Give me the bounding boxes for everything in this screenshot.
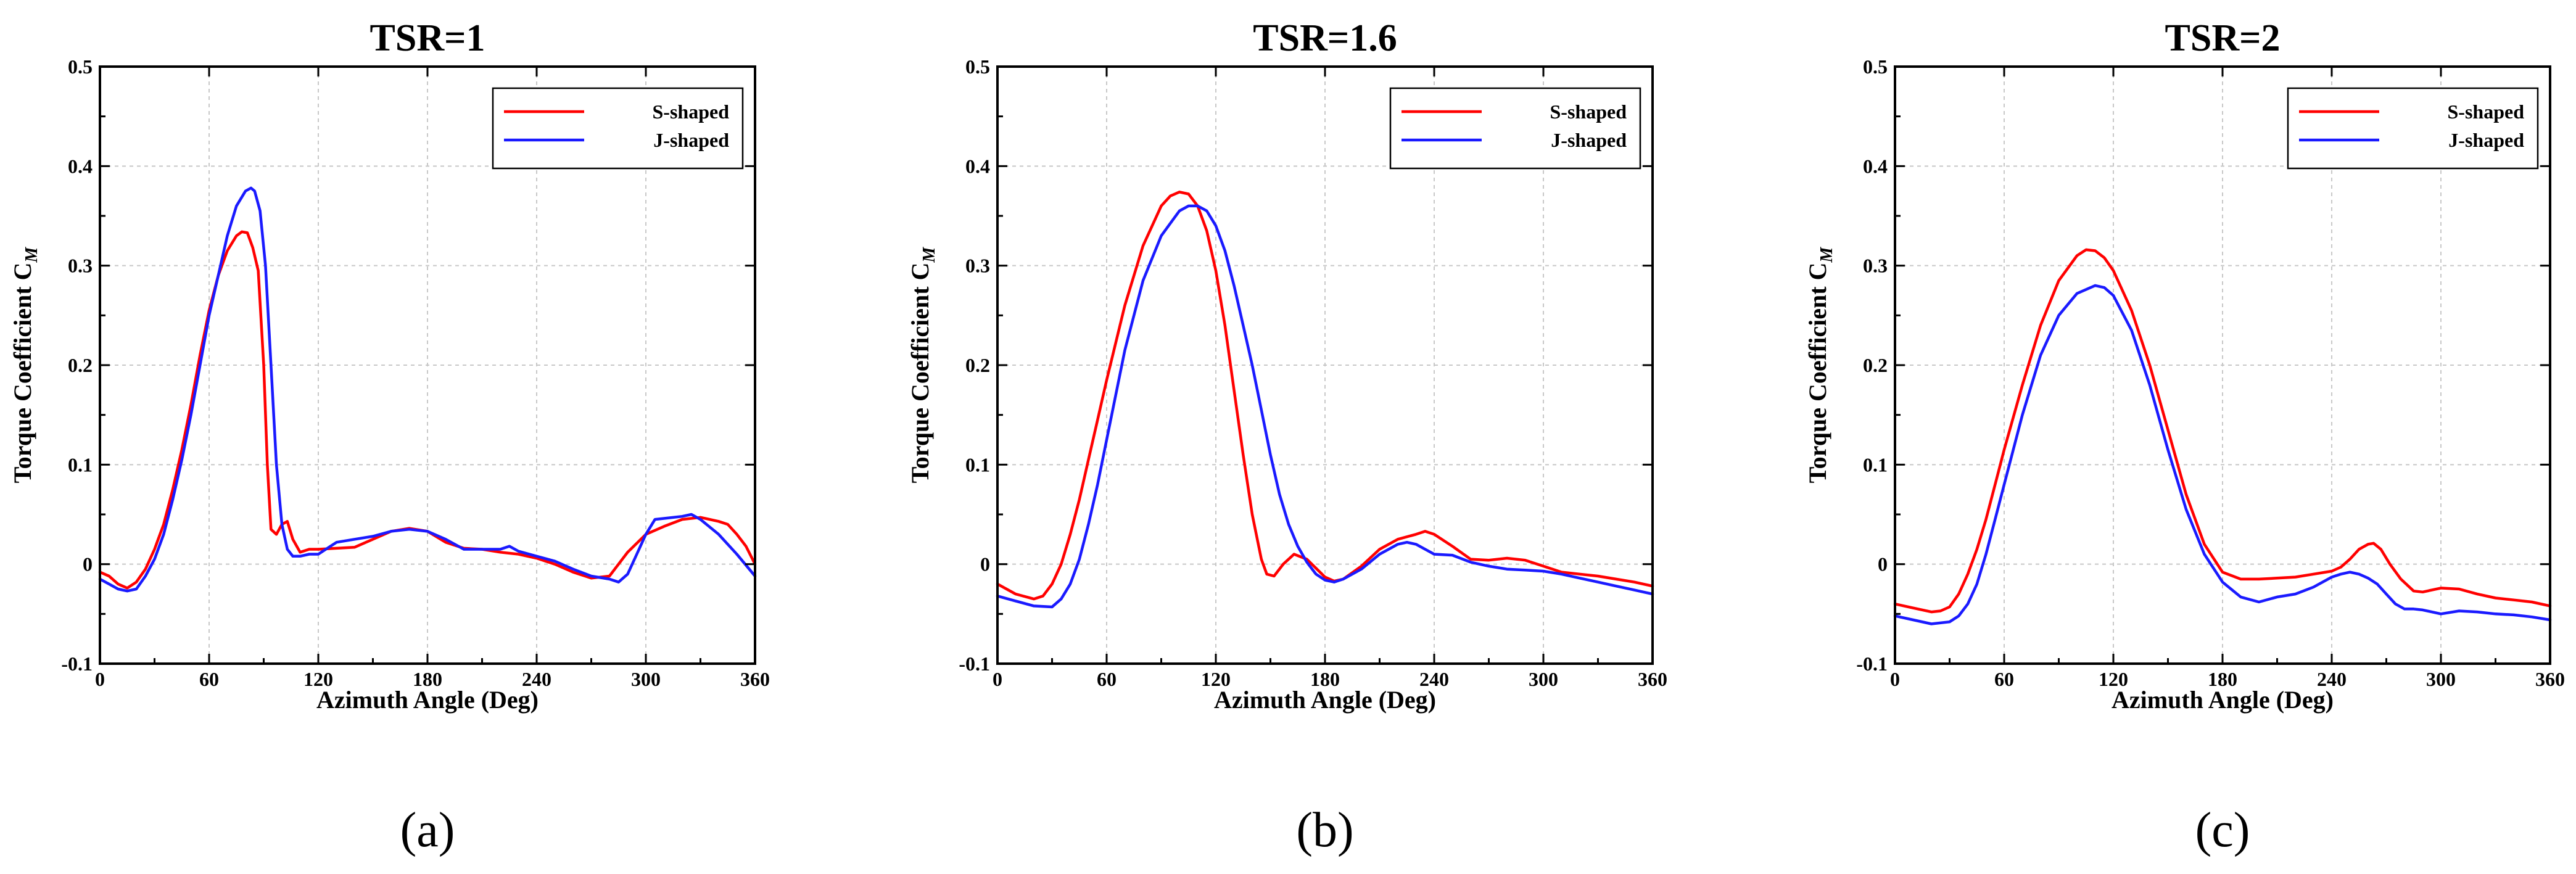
chart-title: TSR=1 — [370, 17, 485, 59]
y-tick-label: 0 — [980, 553, 990, 575]
chart-panel-3: 0 60 120 180 240 300 360-0.100.10.20.30.40.5TS… — [1804, 17, 2565, 857]
legend-box — [492, 87, 744, 170]
legend: S-shaped J-shaped — [1389, 87, 1641, 170]
chart-panel-2: 0 60 120 180 240 300 360-0.100.10.20.30.40.5TS… — [906, 17, 1667, 857]
legend: S-shaped J-shaped — [2287, 87, 2539, 170]
series-line-j-shaped — [98, 186, 757, 593]
y-tick-label: 0.2 — [1863, 354, 1888, 376]
y-tick-label: -0.1 — [61, 653, 93, 675]
legend-label-j-shaped: J-shaped — [653, 129, 729, 151]
y-tick-label: 0.2 — [965, 354, 990, 376]
y-tick-label: 0.3 — [965, 255, 990, 277]
series-line-s-shaped — [996, 191, 1654, 601]
y-axis-label-subscript: M — [1817, 247, 1836, 263]
x-tick-label: 300 — [631, 668, 661, 690]
legend: S-shaped J-shaped — [492, 87, 744, 170]
y-tick-label: 0.4 — [68, 155, 93, 177]
y-tick-label: 0.3 — [1863, 255, 1888, 277]
legend-label-s-shaped: S-shaped — [1550, 101, 1627, 123]
chart-title: TSR=2 — [2165, 17, 2281, 59]
y-axis-label-subscript: M — [920, 247, 939, 263]
x-tick-label: 0 — [993, 668, 1002, 690]
x-tick-label: 0 — [95, 668, 105, 690]
y-tick-label: 0.5 — [68, 56, 93, 78]
y-tick-label: 0.2 — [68, 354, 93, 376]
y-tick-label: -0.1 — [1856, 653, 1888, 675]
legend-box — [2287, 87, 2539, 170]
x-axis-label: Azimuth Angle (Deg) — [2112, 686, 2334, 714]
x-tick-label: 240 — [1419, 668, 1449, 690]
legend-label-j-shaped: J-shaped — [2448, 129, 2524, 151]
legend-box — [1389, 87, 1641, 170]
x-tick-label: 180 — [2208, 668, 2237, 690]
x-axis-label: Azimuth Angle (Deg) — [316, 686, 539, 714]
legend-label-j-shaped: J-shaped — [1551, 129, 1627, 151]
x-tick-label: 120 — [2099, 668, 2128, 690]
x-axis-label: Azimuth Angle (Deg) — [1214, 686, 1436, 714]
series-line-j-shaped — [1893, 284, 2552, 625]
series-line-j-shaped — [996, 204, 1654, 609]
x-tick-label: 240 — [522, 668, 551, 690]
x-tick-label: 60 — [199, 668, 219, 690]
y-tick-label: -0.1 — [959, 653, 990, 675]
series-line-s-shaped — [98, 230, 757, 590]
chart-panel-1: 0 60 120 180 240 300 360-0.100.10.20.30.40.5TS… — [9, 17, 770, 857]
x-tick-label: 120 — [303, 668, 333, 690]
y-tick-label: 0.1 — [1863, 453, 1888, 476]
x-tick-label: 300 — [1529, 668, 1558, 690]
x-tick-label: 60 — [1994, 668, 2014, 690]
x-tick-label: 180 — [413, 668, 442, 690]
y-tick-label: 0.3 — [68, 255, 93, 277]
y-tick-label: 0.1 — [68, 453, 93, 476]
x-tick-label: 360 — [2535, 668, 2565, 690]
y-axis-label: Torque Coefficient CM — [906, 247, 939, 484]
x-tick-label: 300 — [2426, 668, 2456, 690]
x-tick-label: 60 — [1097, 668, 1117, 690]
y-tick-label: 0 — [83, 553, 93, 575]
x-tick-label: 120 — [1201, 668, 1231, 690]
y-tick-label: 0.1 — [965, 453, 990, 476]
x-tick-label: 240 — [2317, 668, 2347, 690]
chart-title: TSR=1.6 — [1253, 17, 1397, 59]
legend-label-s-shaped: S-shaped — [2448, 101, 2525, 123]
y-axis-label: Torque Coefficient CM — [9, 247, 41, 484]
panel-caption: (a) — [400, 803, 455, 857]
series-line-s-shaped — [1893, 248, 2552, 614]
y-axis-label-subscript: M — [22, 247, 41, 263]
legend-label-s-shaped: S-shaped — [653, 101, 730, 123]
panel-caption: (c) — [2195, 803, 2250, 857]
y-tick-label: 0.4 — [965, 155, 990, 177]
y-tick-label: 0.5 — [965, 56, 990, 78]
y-tick-label: 0.5 — [1863, 56, 1888, 78]
x-tick-label: 360 — [740, 668, 770, 690]
y-axis-label: Torque Coefficient CM — [1804, 247, 1836, 484]
y-tick-label: 0.4 — [1863, 155, 1888, 177]
x-tick-label: 360 — [1638, 668, 1667, 690]
x-tick-label: 180 — [1310, 668, 1340, 690]
panel-caption: (b) — [1296, 803, 1353, 857]
y-tick-label: 0 — [1878, 553, 1888, 575]
x-tick-label: 0 — [1890, 668, 1900, 690]
